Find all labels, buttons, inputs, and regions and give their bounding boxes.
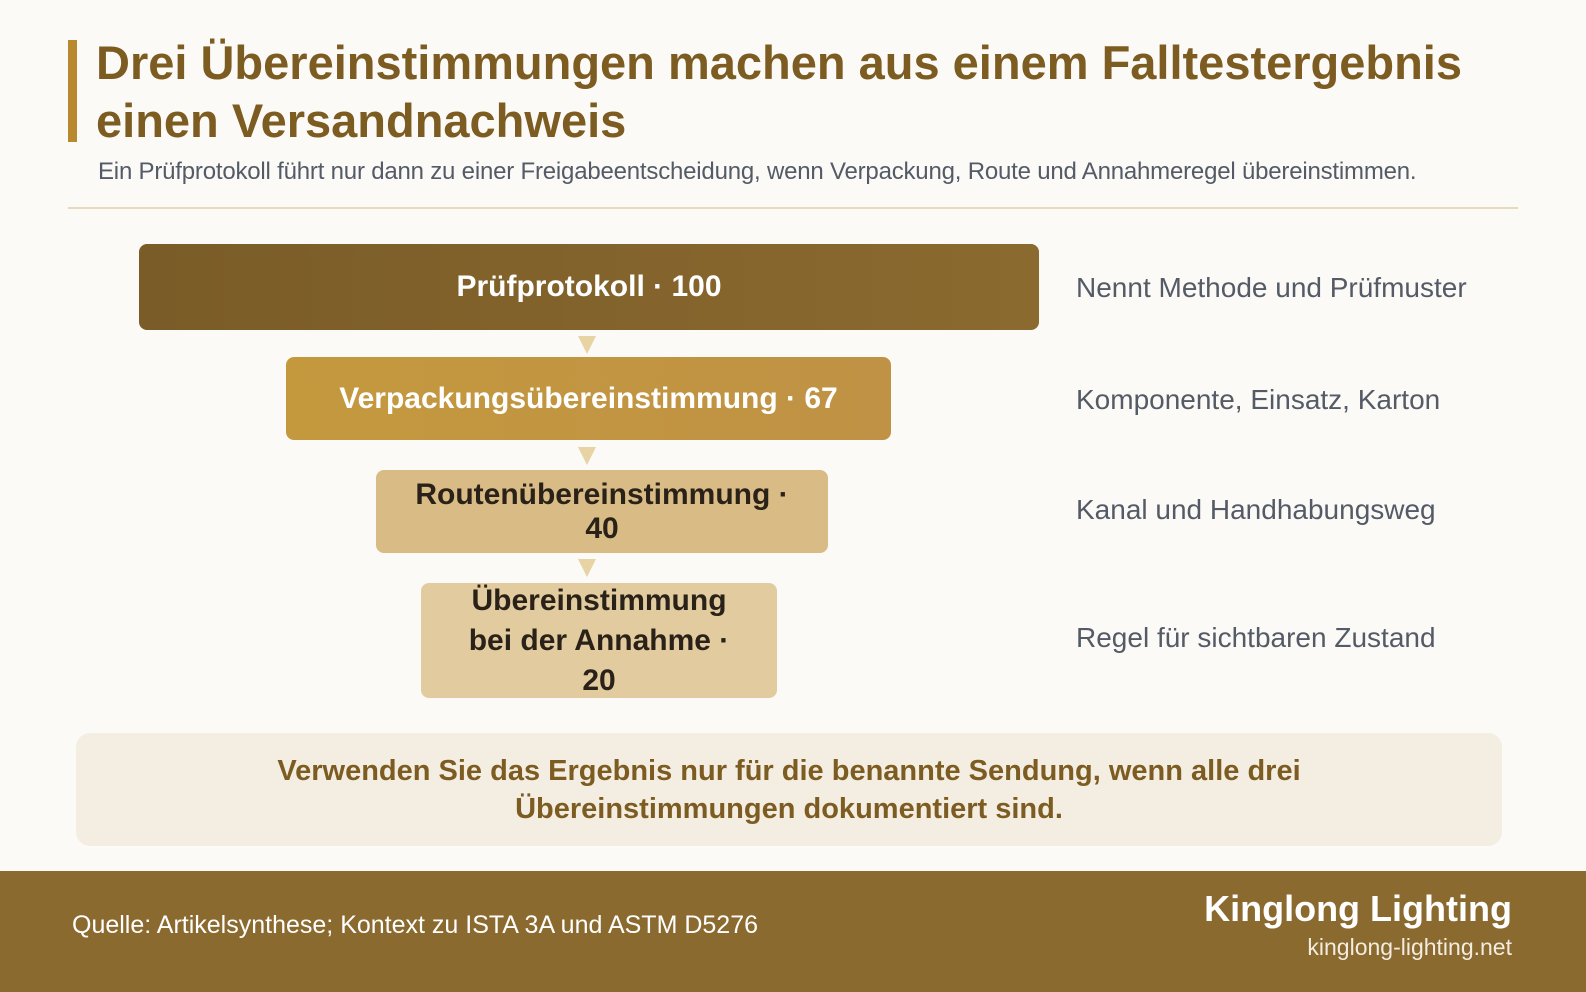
funnel-stage-label: Routenübereinstimmung · 40	[415, 477, 789, 545]
brand-name: Kinglong Lighting	[1204, 888, 1512, 929]
source-note: Quelle: Artikelsynthese; Kontext zu ISTA…	[72, 911, 759, 939]
stage-note-verpackung: Komponente, Einsatz, Karton	[1076, 384, 1441, 415]
footer-bar: Quelle: Artikelsynthese; Kontext zu ISTA…	[0, 871, 1586, 992]
title-accent-bar	[68, 40, 77, 142]
funnel-stage-pruefprotokoll: Prüfprotokoll · 100	[139, 244, 1039, 330]
funnel-stage-route: Routenübereinstimmung · 40	[376, 470, 828, 553]
funnel-stage-annahme: Übereinstimmung bei der Annahme · 20	[421, 583, 777, 698]
arrow-down-icon	[578, 447, 596, 465]
funnel-stage-verpackung: Verpackungsübereinstimmung · 67	[286, 357, 891, 440]
funnel-stage-label: Prüfprotokoll · 100	[456, 270, 722, 303]
brand-block: Kinglong Lighting kinglong-lighting.net	[1204, 887, 1512, 963]
funnel-stage-label: Übereinstimmung bei der Annahme · 20	[468, 583, 730, 697]
stage-note-pruefprotokoll: Nennt Methode und Prüfmuster	[1076, 272, 1467, 303]
arrow-down-icon	[578, 559, 596, 577]
page-subtitle: Ein Prüfprotokoll führt nur dann zu eine…	[98, 158, 1417, 185]
brand-url: kinglong-lighting.net	[1307, 934, 1512, 960]
stage-note-annahme: Regel für sichtbaren Zustand	[1076, 622, 1436, 653]
arrow-down-icon	[578, 336, 596, 354]
page-title: Drei Übereinstimmungen machen aus einem …	[96, 36, 1463, 147]
funnel-stage-label: Verpackungsübereinstimmung · 67	[339, 381, 838, 415]
callout-box: Verwenden Sie das Ergebnis nur für die b…	[76, 733, 1502, 846]
stage-note-route: Kanal und Handhabungsweg	[1076, 494, 1436, 525]
header-divider	[68, 207, 1518, 209]
callout-text: Verwenden Sie das Ergebnis nur für die b…	[277, 754, 1301, 825]
